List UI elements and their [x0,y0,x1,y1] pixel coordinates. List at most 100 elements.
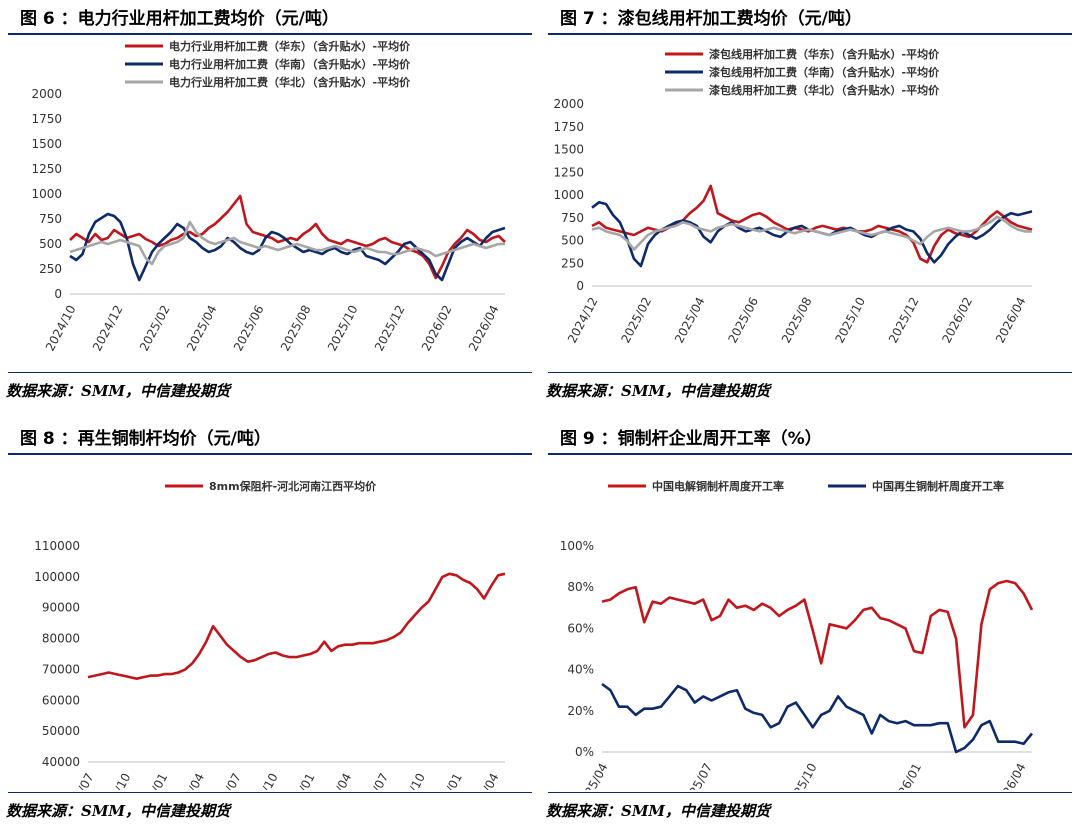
x-tick-label: 2025/10 [325,303,361,354]
source-rule [548,792,1072,793]
x-tick-label: 2026/01 [888,761,924,790]
legend-label: 电力行业用杆加工费（华北）（含升贴水）-平均价 [169,75,411,89]
y-tick-label: 500 [561,234,584,248]
chart-title: 图 8 ：再生铜制杆均价（元/吨） [20,429,271,449]
chart-title: 图 6 ：电力行业用杆加工费均价（元/吨） [20,9,339,29]
x-tick-label: 2026/04 [466,771,502,790]
x-tick-label: 2026/02 [939,295,975,346]
title-rule [548,453,1072,455]
y-tick-label: 1000 [553,188,584,202]
legend-label: 中国再生铜制杆周度开工率 [872,479,1004,493]
y-tick-label: 1750 [553,120,584,134]
x-tick-label: 2025/04 [575,761,611,790]
legend-label: 漆包线用杆加工费（华北）（含升贴水）-平均价 [709,83,940,97]
x-tick-label: 2024/04 [171,771,207,790]
x-tick-label: 2025/08 [278,303,314,354]
y-tick-label: 750 [561,211,584,225]
x-tick-label: 2025/10 [392,771,428,790]
series-line-2 [591,201,1033,268]
y-tick-label: 1000 [31,187,62,201]
chart-title: 图 7 ：漆包线用杆加工费均价（元/吨） [560,9,862,29]
x-tick-label: 2024/12 [565,295,601,346]
legend-label: 电力行业用杆加工费（华南）（含升贴水）-平均价 [169,57,411,71]
y-tick-label: 0 [54,287,62,301]
legend-label: 电力行业用杆加工费（华东）（含升贴水）-平均价 [169,39,411,53]
x-tick-label: 2026/04 [466,303,502,354]
x-tick-label: 2025/07 [679,761,715,790]
x-tick-label: 2025/04 [319,771,355,790]
x-tick-label: 2024/07 [208,771,244,790]
y-tick-label: 110000 [34,539,80,553]
x-tick-label: 2026/02 [419,303,455,354]
y-tick-label: 20% [567,704,594,718]
chart-panel-9: 图 9 ：铜制杆企业周开工率（%） 0% 20% 40% 60% 80% 100% 2025… [540,420,1080,839]
y-tick-label: 40% [567,663,594,677]
series-line-3 [69,220,505,266]
x-tick-label: 2025/12 [372,303,408,354]
source-note: 数据来源：SMM，中信建投期货 [6,382,231,400]
source-note: 数据来源：SMM，中信建投期货 [546,382,771,400]
series-line-1 [69,194,506,280]
chart-panel-8: 图 8 ：再生铜制杆均价（元/吨） 40000 50000 60000 70000 80… [0,420,540,839]
y-tick-label: 80% [567,580,594,594]
y-tick-label: 40000 [42,755,80,769]
y-tick-label: 2000 [31,87,62,101]
series-line-1 [601,579,1034,729]
x-tick-label: 2025/01 [282,771,318,790]
y-tick-label: 1250 [31,162,62,176]
source-note: 数据来源：SMM，中信建投期货 [546,802,771,820]
x-tick-label: 2025/08 [779,295,815,346]
chart-9-svg: 0% 20% 40% 60% 80% 100% 2025/04 2025/07 2025/10 2… [560,479,1034,790]
chart-6-svg: 0 250 500 750 1000 1250 1500 1750 2000 2024/10 202… [31,39,506,354]
x-tick-label: 2026/04 [993,295,1029,346]
x-tick-label: 2025/10 [832,295,868,346]
legend-label: 漆包线用杆加工费（华南）（含升贴水）-平均价 [709,65,940,79]
x-tick-label: 2025/10 [784,761,820,790]
title-rule [8,33,532,35]
chart-8-svg: 40000 50000 60000 70000 80000 90000 100000 1100… [34,479,506,790]
y-tick-label: 80000 [42,632,80,646]
series-line-2 [69,212,506,282]
x-tick-label: 2024/10 [43,303,79,354]
source-rule [8,372,532,373]
chart-title: 图 9 ：铜制杆企业周开工率（%） [560,429,822,449]
y-tick-label: 250 [39,262,62,276]
y-tick-label: 90000 [42,601,80,615]
x-tick-label: 2025/12 [886,295,922,346]
x-tick-label: 2026/01 [429,771,465,790]
chart-7-svg: 0 250 500 750 1000 1250 1500 1750 2000 2024/12 202… [553,47,1033,346]
legend-label: 漆包线用杆加工费（华东）（含升贴水）-平均价 [709,47,940,61]
x-tick-label: 2026/04 [993,761,1029,790]
y-tick-label: 750 [39,212,62,226]
series-line-3 [591,215,1032,251]
x-tick-label: 2025/04 [672,295,708,346]
series-line-1 [591,184,1033,264]
source-rule [548,372,1072,373]
y-tick-label: 1500 [31,137,62,151]
y-tick-label: 50000 [42,724,80,738]
y-tick-label: 0% [575,745,594,759]
legend-label: 8mm保阻杆-河北河南江西平均价 [209,479,377,493]
x-tick-label: 2023/07 [61,771,97,790]
x-tick-label: 2025/02 [618,295,654,346]
chart-panel-7: 图 7 ：漆包线用杆加工费均价（元/吨） 0 250 500 750 1000 1250 1… [540,0,1080,419]
x-tick-label: 2025/07 [355,771,391,790]
source-rule [8,792,532,793]
source-note: 数据来源：SMM，中信建投期货 [6,802,231,820]
x-tick-label: 2025/06 [231,303,267,354]
y-tick-label: 1500 [553,143,584,157]
y-tick-label: 0 [576,279,584,293]
x-tick-label: 2025/02 [137,303,173,354]
series-line-2 [601,682,1034,754]
y-tick-label: 100% [560,539,594,553]
chart-panel-6: 图 6 ：电力行业用杆加工费均价（元/吨） 0 250 500 750 1000 1250… [0,0,540,419]
x-tick-label: 2024/12 [90,303,126,354]
series-line-1 [87,572,506,680]
x-tick-label: 2023/10 [98,771,134,790]
x-tick-label: 2024/01 [135,771,171,790]
y-tick-label: 70000 [42,662,80,676]
x-tick-label: 2025/04 [184,303,220,354]
title-rule [548,33,1072,35]
y-tick-label: 60000 [42,693,80,707]
y-tick-label: 1250 [553,165,584,179]
